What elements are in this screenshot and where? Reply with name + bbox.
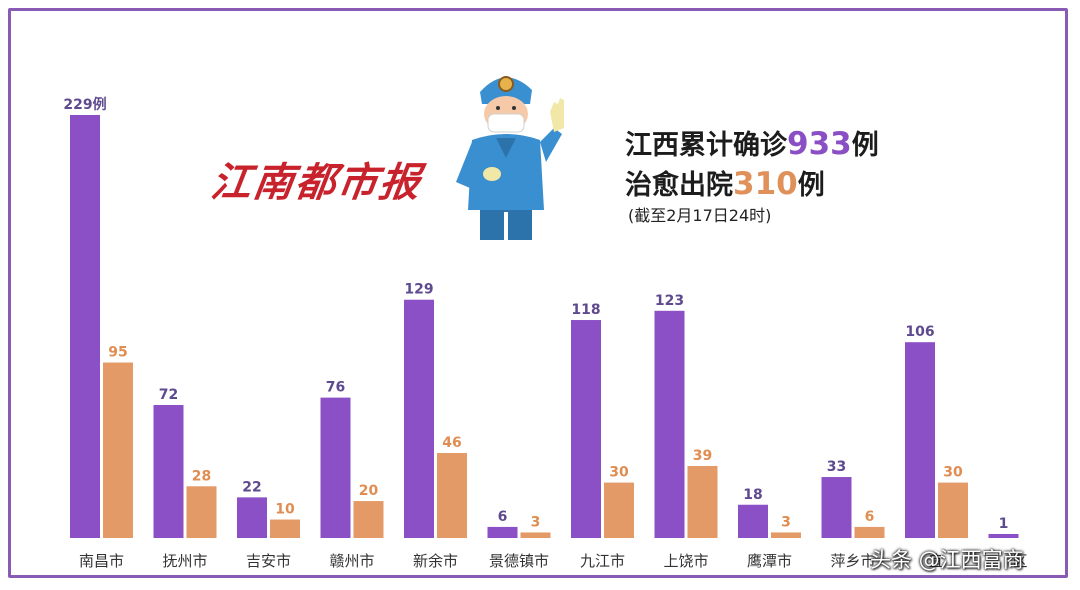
category-label-5: 景德镇市 [489, 552, 549, 570]
bar-confirmed-5 [487, 526, 518, 538]
data-label-confirmed-3: 76 [326, 380, 345, 396]
category-label-8: 鹰潭市 [747, 552, 792, 570]
data-label-confirmed-7: 123 [655, 293, 684, 309]
data-label-recovered-2: 10 [275, 502, 295, 518]
category-label-9: 萍乡市 [830, 552, 875, 570]
data-label-recovered-4: 46 [442, 435, 461, 451]
headline-recovered-suffix: 例 [797, 170, 825, 201]
category-label-10: 宜 [929, 552, 944, 570]
data-label-recovered-5: 3 [531, 514, 541, 530]
bar-confirmed-4 [404, 299, 434, 538]
bar-recovered-6 [604, 482, 634, 538]
cutoff-note: (截至2月17日24时) [628, 206, 772, 225]
data-label-confirmed-0: 229例 [63, 96, 106, 113]
bar-recovered-3 [353, 501, 384, 538]
category-label-2: 吉安市 [246, 552, 291, 570]
data-label-recovered-9: 6 [865, 509, 875, 525]
watermark: 头条 @江西富商 [870, 548, 1024, 572]
recovered-total: 310 [733, 166, 798, 202]
bar-confirmed-0 [70, 115, 100, 538]
data-label-confirmed-4: 129 [404, 282, 433, 298]
data-label-confirmed-1: 72 [159, 387, 178, 403]
bar-recovered-2 [270, 519, 300, 538]
data-label-recovered-6: 30 [609, 465, 629, 481]
newspaper-logo: 江南都市报 [208, 159, 425, 206]
data-label-confirmed-8: 18 [743, 487, 762, 503]
bar-confirmed-3 [320, 397, 351, 538]
bar-confirmed-9 [821, 477, 852, 538]
data-label-recovered-10: 30 [943, 465, 963, 481]
data-label-confirmed-10: 106 [905, 324, 934, 340]
bar-recovered-7 [687, 465, 718, 538]
bar-recovered-0 [103, 362, 133, 538]
data-label-confirmed-11: 1 [999, 516, 1009, 532]
bar-recovered-10 [938, 482, 968, 538]
category-label-1: 抚州市 [162, 552, 207, 570]
headline-line-confirmed: 江西累计确诊933例 [625, 125, 879, 165]
bar-recovered-8 [771, 532, 801, 538]
category-label-11: 区 [1012, 552, 1027, 570]
bar-confirmed-1 [153, 405, 184, 538]
bar-recovered-5 [520, 532, 551, 538]
bar-confirmed-2 [237, 497, 267, 538]
data-label-recovered-7: 39 [693, 448, 712, 464]
data-label-recovered-3: 20 [359, 483, 379, 499]
headline-confirmed-suffix: 例 [851, 130, 879, 161]
category-label-7: 上饶市 [663, 552, 708, 570]
data-label-recovered-8: 3 [781, 514, 791, 530]
data-label-confirmed-6: 118 [571, 302, 600, 318]
category-label-6: 九江市 [580, 552, 625, 570]
doctor-illustration [456, 76, 564, 240]
data-label-recovered-0: 95 [108, 345, 127, 361]
bar-confirmed-7 [654, 310, 685, 538]
data-label-confirmed-9: 33 [827, 459, 846, 475]
category-label-0: 南昌市 [79, 552, 124, 570]
bar-recovered-1 [186, 486, 217, 538]
headline: 江西累计确诊933例 治愈出院310例 [625, 125, 879, 205]
bar-recovered-9 [854, 526, 885, 538]
bar-recovered-4 [437, 453, 467, 538]
headline-recovered-prefix: 治愈出院 [625, 170, 733, 201]
headline-confirmed-prefix: 江西累计确诊 [625, 130, 787, 161]
data-label-recovered-1: 28 [192, 468, 211, 484]
confirmed-total: 933 [787, 126, 852, 162]
headline-line-recovered: 治愈出院310例 [625, 165, 879, 205]
data-label-confirmed-2: 22 [242, 479, 261, 495]
bar-confirmed-8 [738, 504, 768, 538]
data-label-confirmed-5: 6 [498, 509, 508, 525]
category-label-3: 赣州市 [329, 552, 374, 570]
bar-confirmed-6 [571, 320, 601, 538]
bar-confirmed-10 [905, 342, 935, 538]
bar-confirmed-11 [988, 534, 1019, 538]
category-label-4: 新余市 [413, 552, 458, 570]
border-frame [8, 8, 1068, 578]
